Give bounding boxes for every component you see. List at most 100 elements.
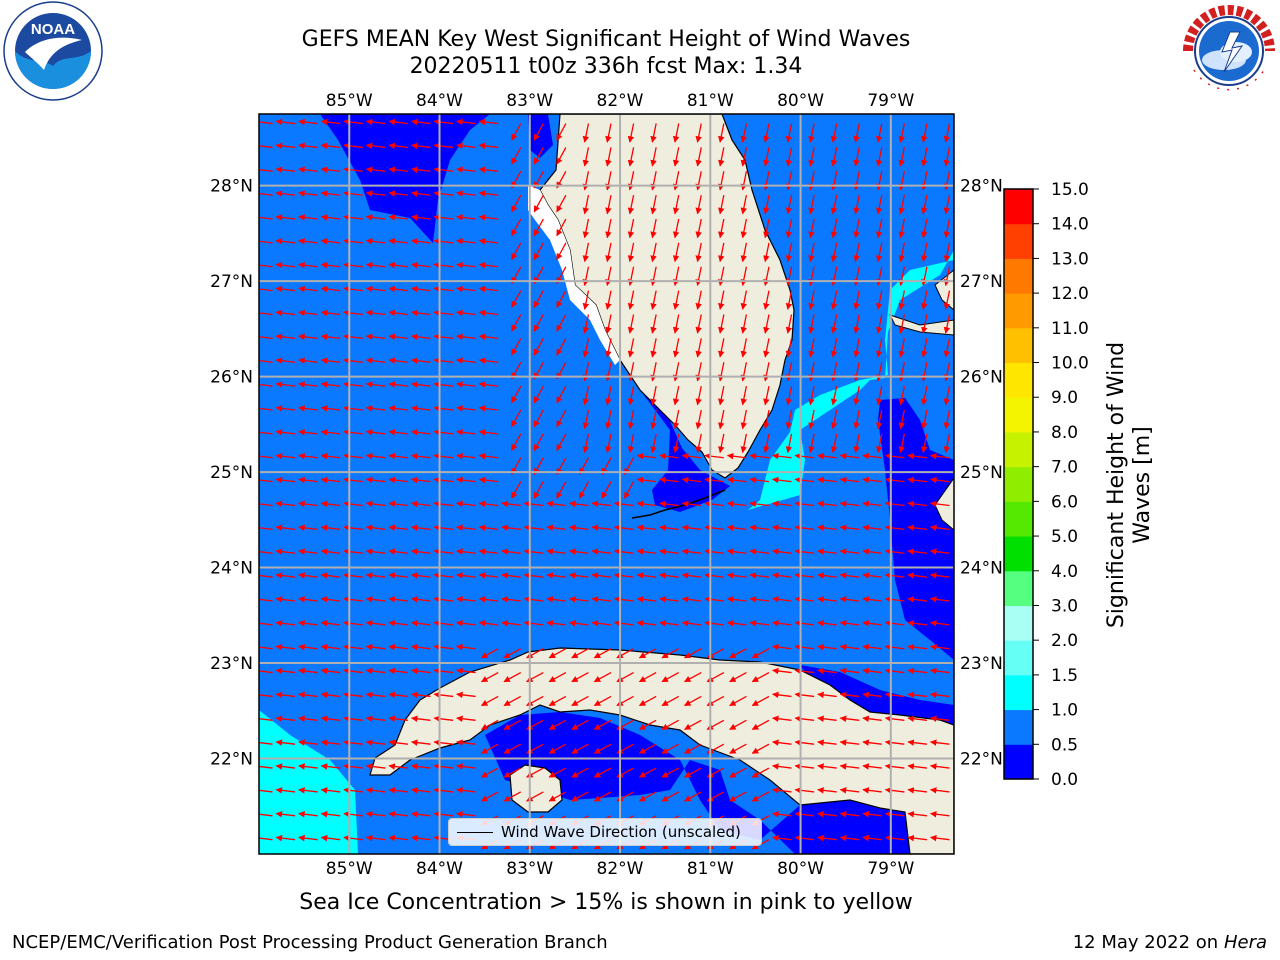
wave-vector — [808, 195, 815, 215]
wave-vector — [605, 171, 612, 191]
wave-vector — [593, 672, 612, 683]
wave-vector — [410, 357, 431, 364]
wave-vector — [921, 433, 928, 454]
wave-vector — [772, 715, 792, 722]
wave-vector — [546, 596, 566, 603]
wave-vector — [456, 214, 476, 221]
wave-vector — [343, 500, 363, 508]
wave-vector — [456, 429, 476, 436]
wave-vector — [862, 596, 882, 603]
wave-vector — [785, 362, 793, 382]
wave-vector — [740, 314, 748, 334]
wave-vector — [929, 643, 950, 651]
wave-vector — [785, 433, 793, 454]
wave-vector — [794, 739, 815, 746]
wave-vector — [763, 385, 770, 406]
wave-vector — [808, 409, 815, 430]
wave-vector — [388, 739, 409, 746]
wave-vector — [533, 242, 544, 261]
wave-vector — [433, 309, 454, 317]
wave-vector — [456, 405, 476, 412]
wave-vector — [605, 314, 612, 334]
wave-vector — [794, 811, 815, 818]
axis-tick-labels: 85°W 85°W 84°W 84°W 83°W 83°W 82°W 82°W 81°W 81°W… — [210, 91, 1003, 879]
wave-vector — [298, 190, 318, 197]
wave-vector — [650, 266, 657, 287]
wave-vector — [605, 385, 612, 406]
wave-vector — [503, 719, 522, 731]
wave-region-straits-east-blue — [878, 398, 954, 660]
wave-vector — [568, 500, 589, 508]
wave-vector — [817, 476, 837, 484]
footer-date-text: 12 May 2022 on — [1072, 932, 1219, 953]
wave-vector — [275, 333, 296, 341]
wave-vector — [259, 548, 273, 555]
wave-vector — [410, 142, 431, 150]
wave-vector — [365, 834, 386, 842]
map-frame — [258, 113, 955, 855]
wave-vector — [320, 309, 341, 317]
wave-vector — [862, 548, 882, 555]
wave-vector — [661, 791, 680, 802]
wave-vector — [943, 290, 951, 310]
wave-vector — [672, 266, 680, 287]
wave-vector — [627, 385, 635, 406]
wave-vector — [718, 338, 725, 358]
colorbar-tick-label: 5.0 — [1051, 527, 1078, 547]
wave-vector — [343, 405, 363, 412]
wave-vector — [410, 381, 431, 388]
wave-vector — [659, 500, 679, 508]
wave-vector — [718, 218, 725, 239]
wave-vector — [672, 218, 680, 239]
wave-vector — [794, 524, 815, 532]
wave-vector — [456, 357, 476, 364]
nws-logo — [1180, 2, 1278, 100]
graticule — [259, 114, 954, 854]
wave-vector — [853, 171, 860, 191]
wave-vector — [365, 261, 386, 269]
wave-vector — [929, 811, 950, 818]
wave-vector — [275, 309, 296, 317]
wave-vector — [343, 476, 363, 484]
wave-vector — [259, 643, 273, 651]
wave-vector — [320, 643, 341, 651]
wave-vector — [511, 194, 522, 213]
wave-vector — [740, 385, 748, 406]
wave-vector — [729, 672, 747, 683]
wave-vector — [875, 314, 883, 334]
wave-vector — [907, 572, 927, 579]
wave-vector — [794, 643, 815, 651]
wave-vector — [614, 524, 634, 532]
wave-vector — [571, 648, 589, 659]
wave-vector — [839, 524, 860, 532]
wave-vector — [921, 290, 928, 310]
wave-vector — [571, 719, 589, 731]
wave-vector — [433, 643, 454, 651]
wave-vector — [410, 643, 431, 651]
wave-vector — [343, 643, 363, 651]
wave-vector — [388, 142, 409, 150]
wave-vector — [298, 166, 318, 173]
wave-vector — [763, 409, 770, 430]
wave-vector — [298, 405, 318, 412]
wave-vector — [582, 266, 590, 287]
lon-tick-label: 82°W — [597, 859, 644, 879]
colorbar-segment — [1004, 501, 1033, 537]
wave-vector — [503, 695, 522, 707]
wave-vector — [740, 266, 748, 287]
wave-vector — [556, 242, 567, 261]
wave-vector — [898, 338, 905, 358]
wave-vector — [898, 123, 905, 143]
wave-vector — [862, 643, 882, 651]
wave-vector — [839, 548, 860, 555]
wave-vector — [605, 123, 612, 143]
wave-vector — [884, 572, 905, 579]
wave-vector — [623, 481, 635, 499]
wave-vector — [772, 548, 792, 555]
wave-vector — [343, 118, 363, 126]
wave-vector — [751, 672, 770, 683]
wave-vector — [661, 743, 680, 754]
wave-vector — [259, 476, 273, 484]
wave-vector — [740, 147, 748, 167]
